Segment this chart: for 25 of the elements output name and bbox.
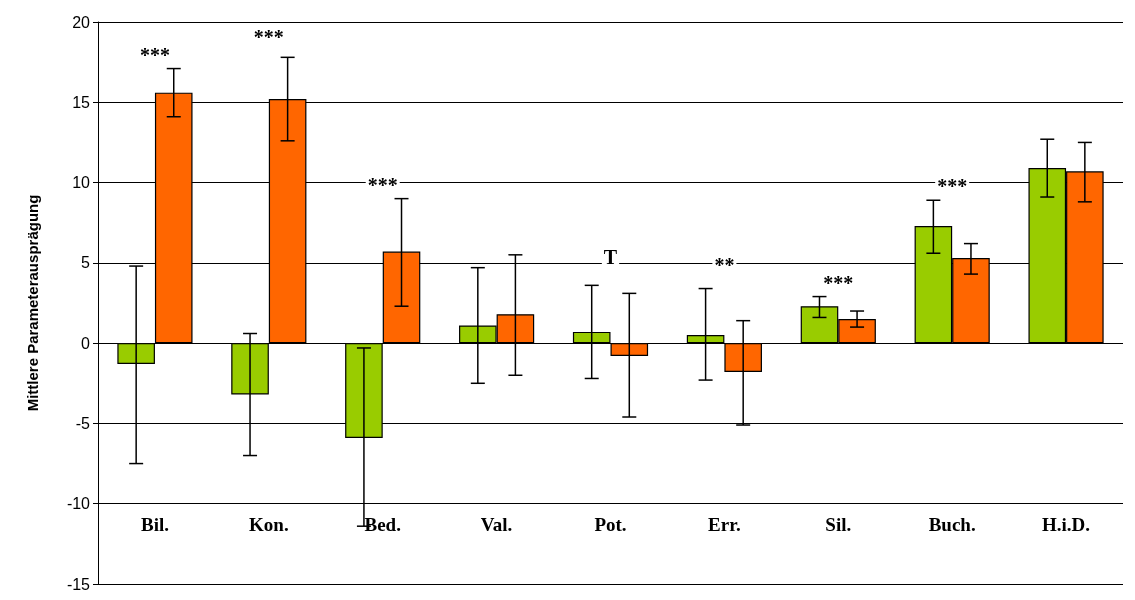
annotation: T (603, 245, 618, 268)
y-tick-label: 20 (72, 13, 91, 31)
x-tick-label: Val. (480, 514, 513, 535)
x-tick-label: Pot. (594, 514, 627, 535)
annotation: *** (139, 43, 170, 66)
y-tick-label: 5 (81, 254, 91, 272)
y-tick-label: -5 (75, 414, 91, 432)
x-tick-label: Bil. (140, 514, 169, 535)
x-tick-label: Err. (708, 514, 741, 535)
y-tick-label: -15 (66, 575, 91, 593)
y-axis-title: Mittlere Parameterausprägung (24, 194, 41, 412)
x-tick-label: H.i.D. (1042, 514, 1091, 535)
y-tick-label: 15 (72, 93, 91, 111)
y-tick-label: 0 (81, 334, 91, 352)
y-tick-label: 10 (72, 174, 91, 192)
annotation: *** (253, 25, 284, 48)
x-tick-label: Buch. (928, 514, 976, 535)
x-tick-label: Kon. (249, 514, 289, 535)
annotation: *** (823, 271, 854, 294)
x-tick-label: Bed. (364, 514, 401, 535)
annotation: *** (367, 173, 398, 196)
y-tick-label: -10 (66, 495, 91, 513)
x-tick-label: Sil. (825, 514, 852, 535)
annotation: ** (714, 253, 735, 276)
annotation: *** (937, 175, 968, 198)
